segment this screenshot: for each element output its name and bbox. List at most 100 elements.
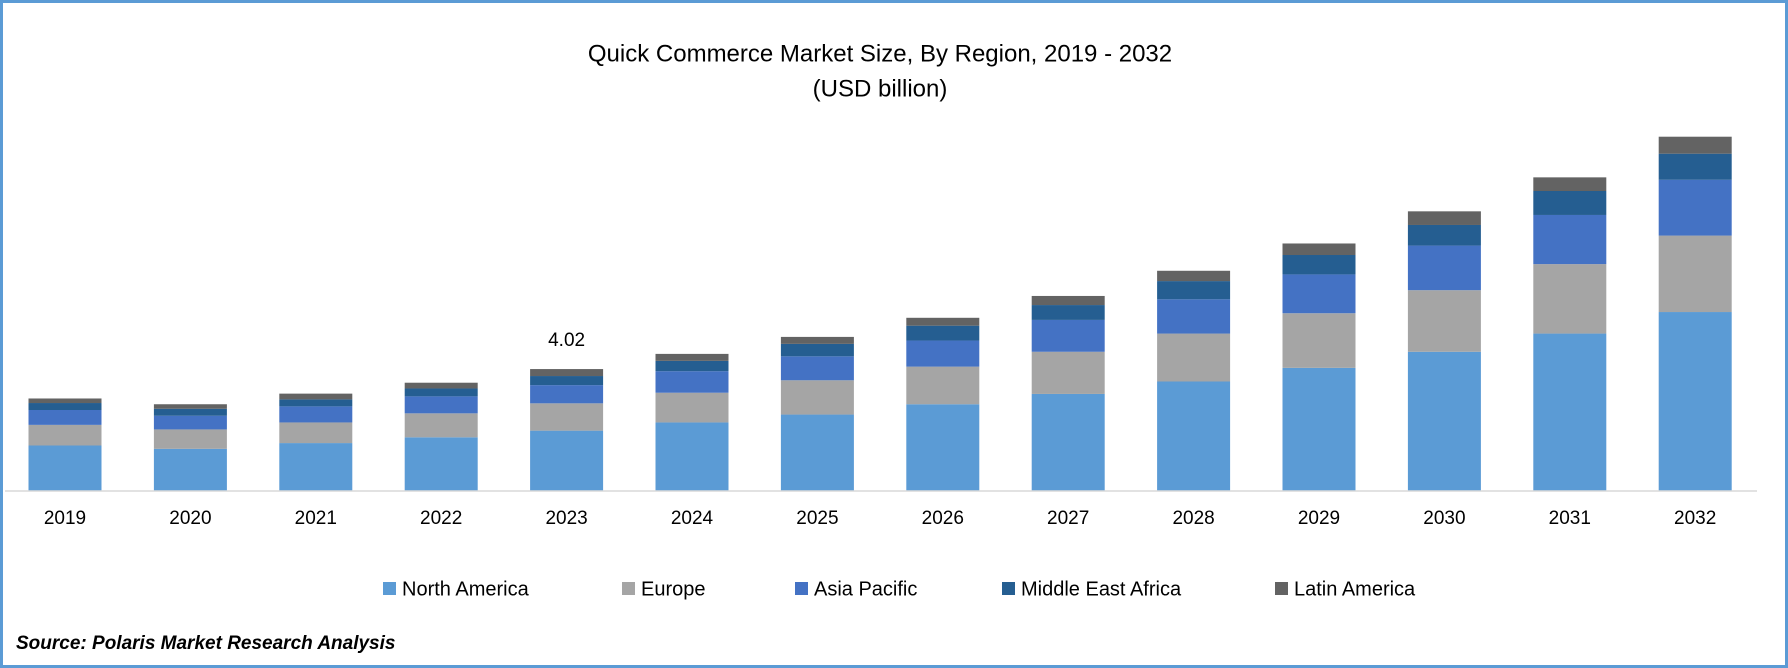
bar-segment	[655, 360, 729, 372]
bar-segment	[780, 414, 854, 491]
bar-segment	[780, 336, 854, 344]
bar-segment	[28, 445, 102, 491]
bar-segment	[655, 371, 729, 393]
bar-segment	[1157, 381, 1231, 491]
bar-segment	[1658, 179, 1732, 236]
bar-segment	[1658, 136, 1732, 154]
x-tick-label: 2025	[796, 508, 838, 529]
bar-segment	[153, 448, 227, 491]
bar-segment	[906, 340, 980, 367]
bar-segment	[404, 413, 478, 438]
bar-segment	[404, 437, 478, 491]
legend-label: Latin America	[1294, 578, 1416, 600]
bar-segment	[1533, 177, 1607, 192]
bar-segment	[153, 404, 227, 409]
bar-segment	[1658, 153, 1732, 180]
bar-segment	[279, 399, 353, 407]
bar-segment	[28, 410, 102, 425]
bar-segment	[1407, 351, 1481, 491]
bar-segment	[28, 398, 102, 404]
bar-segment	[279, 406, 353, 423]
x-tick-label: 2030	[1423, 508, 1465, 529]
bar-segment	[404, 396, 478, 414]
bar-segment	[1533, 264, 1607, 334]
bar-segment	[153, 415, 227, 430]
bar-segment	[906, 366, 980, 405]
bar-segment	[279, 393, 353, 400]
legend-label: Middle East Africa	[1021, 578, 1182, 600]
chart-title: Quick Commerce Market Size, By Region, 2…	[588, 40, 1172, 67]
data-label: 4.02	[548, 330, 585, 351]
x-tick-label: 2024	[671, 508, 714, 529]
bar-segment	[1282, 255, 1356, 275]
bar-segment	[1031, 305, 1105, 320]
bar-segment	[655, 422, 729, 491]
bar-segment	[780, 356, 854, 381]
bar-segment	[530, 369, 604, 377]
legend-swatch	[622, 582, 635, 595]
x-tick-label: 2028	[1172, 508, 1214, 529]
bar-segment	[780, 380, 854, 415]
bar-segment	[1407, 245, 1481, 291]
bar-segment	[906, 325, 980, 341]
bar-segment	[1658, 312, 1732, 491]
bar-segment	[1031, 319, 1105, 352]
bar-segment	[1533, 333, 1607, 491]
bar-segment	[780, 343, 854, 357]
chart-subtitle: (USD billion)	[813, 75, 948, 102]
bar-segment	[153, 408, 227, 416]
bar-segment	[1282, 274, 1356, 314]
x-tick-label: 2027	[1047, 508, 1089, 529]
bar-segment	[906, 404, 980, 491]
x-tick-label: 2021	[295, 508, 337, 529]
bar-segment	[404, 382, 478, 389]
bar-segment	[28, 403, 102, 411]
bar-segment	[1031, 351, 1105, 394]
bar-segment	[28, 424, 102, 446]
bar-segment	[1157, 281, 1231, 300]
x-tick-label: 2032	[1674, 508, 1716, 529]
source-note: Source: Polaris Market Research Analysis	[16, 633, 395, 654]
bar-segment	[1407, 211, 1481, 225]
bar-segment	[1157, 333, 1231, 382]
x-tick-label: 2023	[545, 508, 587, 529]
x-tick-label: 2019	[44, 508, 86, 529]
x-tick-label: 2020	[169, 508, 211, 529]
legend-swatch	[795, 582, 808, 595]
bar-segment	[530, 376, 604, 386]
x-tick-label: 2031	[1549, 508, 1591, 529]
legend-label: Europe	[641, 578, 706, 600]
bar-segment	[1658, 235, 1732, 313]
x-tick-label: 2022	[420, 508, 462, 529]
legend-swatch	[383, 582, 396, 595]
bar-segment	[279, 422, 353, 444]
bar-segment	[1157, 270, 1231, 282]
bar-segment	[1031, 393, 1105, 491]
legend-swatch	[1002, 582, 1015, 595]
bar-segment	[530, 430, 604, 491]
bar-segment	[530, 385, 604, 404]
x-tick-label: 2029	[1298, 508, 1340, 529]
bar-segment	[655, 392, 729, 423]
bar-segment	[153, 429, 227, 449]
x-tick-label: 2026	[922, 508, 964, 529]
legend-label: North America	[402, 578, 530, 600]
bar-segment	[655, 353, 729, 361]
bar-segment	[1157, 299, 1231, 334]
bar-segment	[906, 317, 980, 326]
bar-segment	[1282, 243, 1356, 256]
bar-segment	[404, 388, 478, 397]
bar-segment	[1407, 290, 1481, 352]
bar-segment	[1282, 367, 1356, 491]
bar-segment	[1282, 313, 1356, 368]
legend-swatch	[1275, 582, 1288, 595]
legend-label: Asia Pacific	[814, 578, 917, 600]
bar-segment	[1533, 214, 1607, 265]
bar-segment	[530, 403, 604, 431]
bar-segment	[279, 443, 353, 491]
bar-segment	[1407, 224, 1481, 246]
bar-segment	[1031, 295, 1105, 306]
bar-segment	[1533, 191, 1607, 215]
